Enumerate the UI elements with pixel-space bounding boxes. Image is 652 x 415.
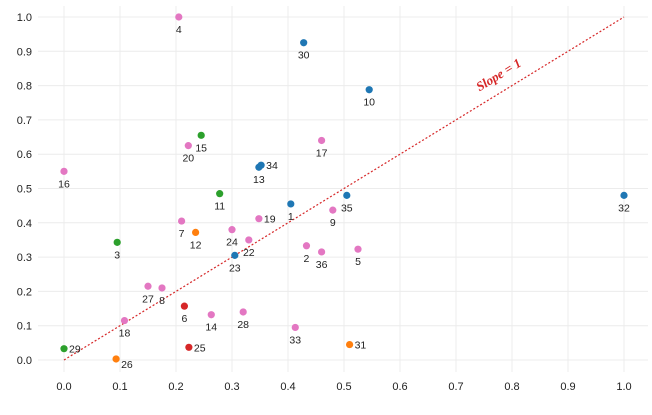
point-label-1: 1 <box>288 211 294 223</box>
point-label-12: 12 <box>190 239 202 251</box>
data-point-17 <box>318 136 326 145</box>
x-tick-label: 0.7 <box>448 381 463 393</box>
y-tick-label: 0.4 <box>17 218 32 230</box>
data-point-24 <box>228 226 236 234</box>
point-label-36: 36 <box>316 259 328 271</box>
data-point-15 <box>197 131 205 139</box>
x-tick-label: 0.0 <box>56 381 71 393</box>
point-label-31: 31 <box>355 340 367 352</box>
point-label-33: 33 <box>289 334 301 346</box>
data-point-9 <box>329 206 337 214</box>
point-label-32: 32 <box>618 202 630 214</box>
data-point-23 <box>231 251 239 259</box>
point-label-17: 17 <box>316 147 328 159</box>
point-label-2: 2 <box>304 253 310 265</box>
point-label-5: 5 <box>355 256 361 268</box>
axis-ticks: 0.0 0.1 0.2 0.3 0.4 0.5 0.6 0.7 0.8 0.9 1.0 0.0 0.1 0… <box>17 12 632 393</box>
point-label-13: 13 <box>253 174 265 186</box>
data-point-11 <box>216 190 224 198</box>
data-point-22 <box>245 236 253 244</box>
point-label-34: 34 <box>266 160 278 172</box>
point-label-23: 23 <box>229 262 241 274</box>
point-label-29: 29 <box>69 344 81 356</box>
data-point-5 <box>354 245 362 253</box>
data-points <box>60 13 628 363</box>
data-point-1 <box>287 200 295 208</box>
data-point-29 <box>60 345 68 353</box>
point-label-19: 19 <box>264 214 276 226</box>
data-point-20 <box>184 142 192 150</box>
data-point-19 <box>255 215 263 223</box>
y-tick-label: 0.7 <box>17 115 32 127</box>
point-label-24: 24 <box>226 237 238 249</box>
x-tick-label: 0.1 <box>112 381 127 393</box>
point-label-10: 10 <box>363 97 375 109</box>
data-point-14 <box>207 311 215 319</box>
data-point-28 <box>239 308 247 316</box>
point-label-18: 18 <box>119 328 131 340</box>
data-point-31 <box>346 340 354 349</box>
reference-line <box>63 16 625 361</box>
x-tick-label: 0.3 <box>224 381 239 393</box>
point-label-3: 3 <box>114 249 120 261</box>
data-point-3 <box>113 238 121 246</box>
point-label-9: 9 <box>330 217 336 229</box>
y-tick-label: 0.3 <box>17 252 32 264</box>
y-tick-label: 0.5 <box>17 184 32 196</box>
data-point-2 <box>302 242 311 250</box>
point-label-28: 28 <box>237 319 249 331</box>
point-label-30: 30 <box>298 50 310 62</box>
y-tick-label: 1.0 <box>17 12 32 24</box>
y-tick-label: 0.6 <box>17 149 32 161</box>
data-point-35 <box>343 191 351 199</box>
point-label-8: 8 <box>159 295 165 307</box>
x-tick-label: 0.4 <box>280 381 295 393</box>
data-point-4 <box>175 13 183 21</box>
data-point-12 <box>192 228 200 237</box>
point-label-35: 35 <box>341 202 353 214</box>
y-tick-label: 0.1 <box>17 321 32 333</box>
data-point-6 <box>180 302 188 310</box>
data-point-16 <box>60 167 68 175</box>
data-point-27 <box>144 282 152 290</box>
x-tick-label: 0.5 <box>336 381 351 393</box>
point-label-11: 11 <box>214 201 225 213</box>
point-label-27: 27 <box>142 293 154 305</box>
grid-lines <box>38 6 648 372</box>
data-point-26 <box>112 355 120 363</box>
point-label-26: 26 <box>121 359 133 371</box>
data-point-18 <box>120 316 129 325</box>
point-label-20: 20 <box>182 153 194 165</box>
data-point-32 <box>620 191 628 199</box>
reference-line-label: Slope = 1 <box>473 55 523 94</box>
point-label-16: 16 <box>58 178 70 190</box>
point-label-15: 15 <box>195 142 207 154</box>
data-point-7 <box>178 217 186 225</box>
data-point-25 <box>185 343 193 351</box>
y-tick-label: 0.9 <box>17 46 32 58</box>
point-label-7: 7 <box>179 228 185 240</box>
point-labels: 1234567891011121314151617181920222324252… <box>58 24 630 371</box>
x-tick-label: 0.2 <box>168 381 183 393</box>
x-tick-label: 0.8 <box>504 381 519 393</box>
x-tick-label: 0.9 <box>560 381 575 393</box>
data-point-33 <box>291 323 299 332</box>
data-point-30 <box>300 39 308 47</box>
x-tick-label: 1.0 <box>616 381 631 393</box>
y-tick-label: 0.0 <box>17 355 32 367</box>
y-tick-label: 0.8 <box>17 81 32 93</box>
point-label-6: 6 <box>181 313 187 325</box>
data-point-36 <box>318 248 326 256</box>
point-label-14: 14 <box>205 322 217 334</box>
data-point-8 <box>158 284 166 292</box>
point-label-25: 25 <box>194 342 206 354</box>
point-label-22: 22 <box>243 247 255 259</box>
x-tick-label: 0.6 <box>392 381 407 393</box>
data-point-34 <box>257 161 265 169</box>
point-label-4: 4 <box>176 24 182 36</box>
data-point-10 <box>365 86 373 94</box>
y-tick-label: 0.2 <box>17 286 32 298</box>
